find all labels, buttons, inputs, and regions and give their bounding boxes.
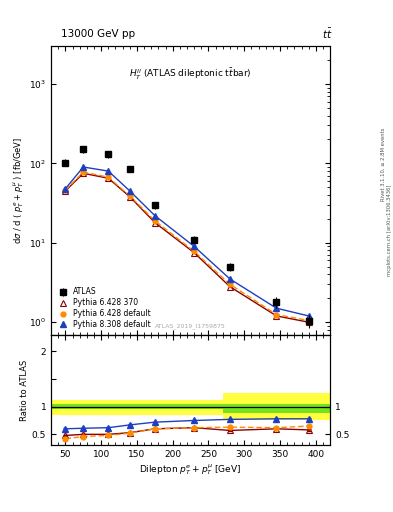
Pythia 6.428 default [274, 311, 279, 317]
Pythia 8.308 default [127, 188, 132, 194]
Pythia 6.428 370 [228, 284, 232, 290]
Pythia 6.428 default [306, 317, 311, 324]
Text: 13000 GeV pp: 13000 GeV pp [61, 29, 135, 39]
Pythia 6.428 370 [106, 175, 111, 181]
Pythia 6.428 370 [192, 250, 196, 256]
Pythia 6.428 default [228, 281, 232, 287]
Pythia 8.308 default [228, 276, 232, 282]
Pythia 8.308 default [63, 186, 68, 192]
Text: mcplots.cern.ch [arXiv:1306.3436]: mcplots.cern.ch [arXiv:1306.3436] [387, 185, 392, 276]
Pythia 6.428 370 [63, 188, 68, 194]
Pythia 6.428 370 [127, 194, 132, 200]
Text: ATLAS_2019_I1759875: ATLAS_2019_I1759875 [155, 323, 226, 329]
Text: $H_T^{ll}$ (ATLAS dileptonic t$\bar{t}$bar): $H_T^{ll}$ (ATLAS dileptonic t$\bar{t}$b… [129, 66, 252, 81]
Pythia 8.308 default [106, 168, 111, 174]
Y-axis label: Ratio to ATLAS: Ratio to ATLAS [20, 359, 29, 420]
Pythia 8.308 default [192, 243, 196, 249]
X-axis label: Dilepton $p_T^e + p_T^{\mu}$ [GeV]: Dilepton $p_T^e + p_T^{\mu}$ [GeV] [140, 462, 242, 477]
Text: $t\bar{t}$: $t\bar{t}$ [321, 27, 332, 41]
Pythia 6.428 default [81, 169, 86, 175]
Pythia 8.308 default [274, 305, 279, 311]
Pythia 8.308 default [152, 212, 157, 219]
Pythia 6.428 370 [306, 319, 311, 325]
Pythia 6.428 default [192, 248, 196, 254]
Text: Rivet 3.1.10, ≥ 2.8M events: Rivet 3.1.10, ≥ 2.8M events [381, 127, 386, 201]
Pythia 6.428 default [152, 218, 157, 224]
Legend: ATLAS, Pythia 6.428 370, Pythia 6.428 default, Pythia 8.308 default: ATLAS, Pythia 6.428 370, Pythia 6.428 de… [55, 286, 152, 331]
Pythia 6.428 default [106, 174, 111, 180]
Y-axis label: d$\sigma$ / d ( $p_T^e + p_T^{\mu}$ ) [fb/GeV]: d$\sigma$ / d ( $p_T^e + p_T^{\mu}$ ) [f… [11, 137, 26, 244]
Pythia 8.308 default [306, 313, 311, 319]
Pythia 8.308 default [81, 164, 86, 170]
Line: Pythia 8.308 default: Pythia 8.308 default [62, 164, 311, 318]
Pythia 6.428 370 [152, 220, 157, 226]
Pythia 6.428 default [63, 187, 68, 193]
Pythia 6.428 370 [81, 170, 86, 176]
Line: Pythia 6.428 370: Pythia 6.428 370 [62, 170, 311, 325]
Line: Pythia 6.428 default: Pythia 6.428 default [63, 169, 311, 323]
Pythia 6.428 default [127, 193, 132, 199]
Pythia 6.428 370 [274, 313, 279, 319]
